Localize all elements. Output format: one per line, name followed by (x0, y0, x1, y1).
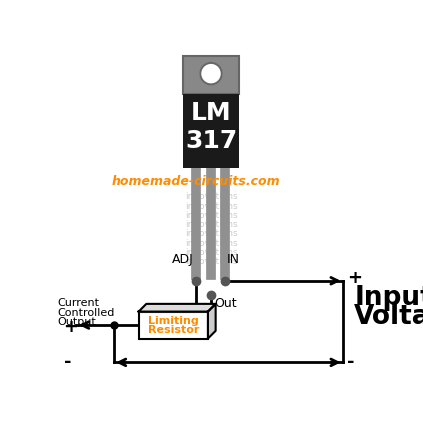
Text: Voltage: Voltage (354, 304, 423, 330)
Circle shape (200, 63, 222, 85)
Text: homemade-circuits.com: homemade-circuits.com (112, 175, 280, 188)
Polygon shape (208, 304, 216, 339)
Text: innovations: innovations (185, 248, 237, 257)
Text: Limiting: Limiting (148, 316, 199, 326)
Bar (183, 95, 239, 168)
Text: LM
317: LM 317 (185, 102, 237, 153)
Text: innovations: innovations (185, 257, 237, 266)
Text: innovations: innovations (185, 239, 237, 247)
Text: Out: Out (214, 297, 237, 310)
Bar (139, 312, 208, 339)
Text: innovations: innovations (185, 192, 237, 201)
Text: -: - (64, 353, 71, 372)
Text: IN: IN (227, 253, 240, 266)
Text: innovations: innovations (185, 229, 237, 238)
Text: Controlled: Controlled (58, 308, 115, 318)
Text: Output: Output (58, 317, 96, 327)
Text: -: - (346, 353, 354, 372)
Text: Resistor: Resistor (148, 326, 199, 335)
Text: innovations: innovations (185, 220, 237, 229)
Polygon shape (139, 304, 216, 312)
Text: +: + (347, 270, 363, 287)
Text: ADJ: ADJ (172, 253, 194, 266)
Text: Input: Input (354, 285, 423, 311)
Text: +: + (63, 318, 78, 335)
Text: Current: Current (58, 299, 100, 309)
Bar (183, 56, 239, 95)
Text: innovations: innovations (185, 211, 237, 220)
Text: innovations: innovations (185, 201, 237, 210)
